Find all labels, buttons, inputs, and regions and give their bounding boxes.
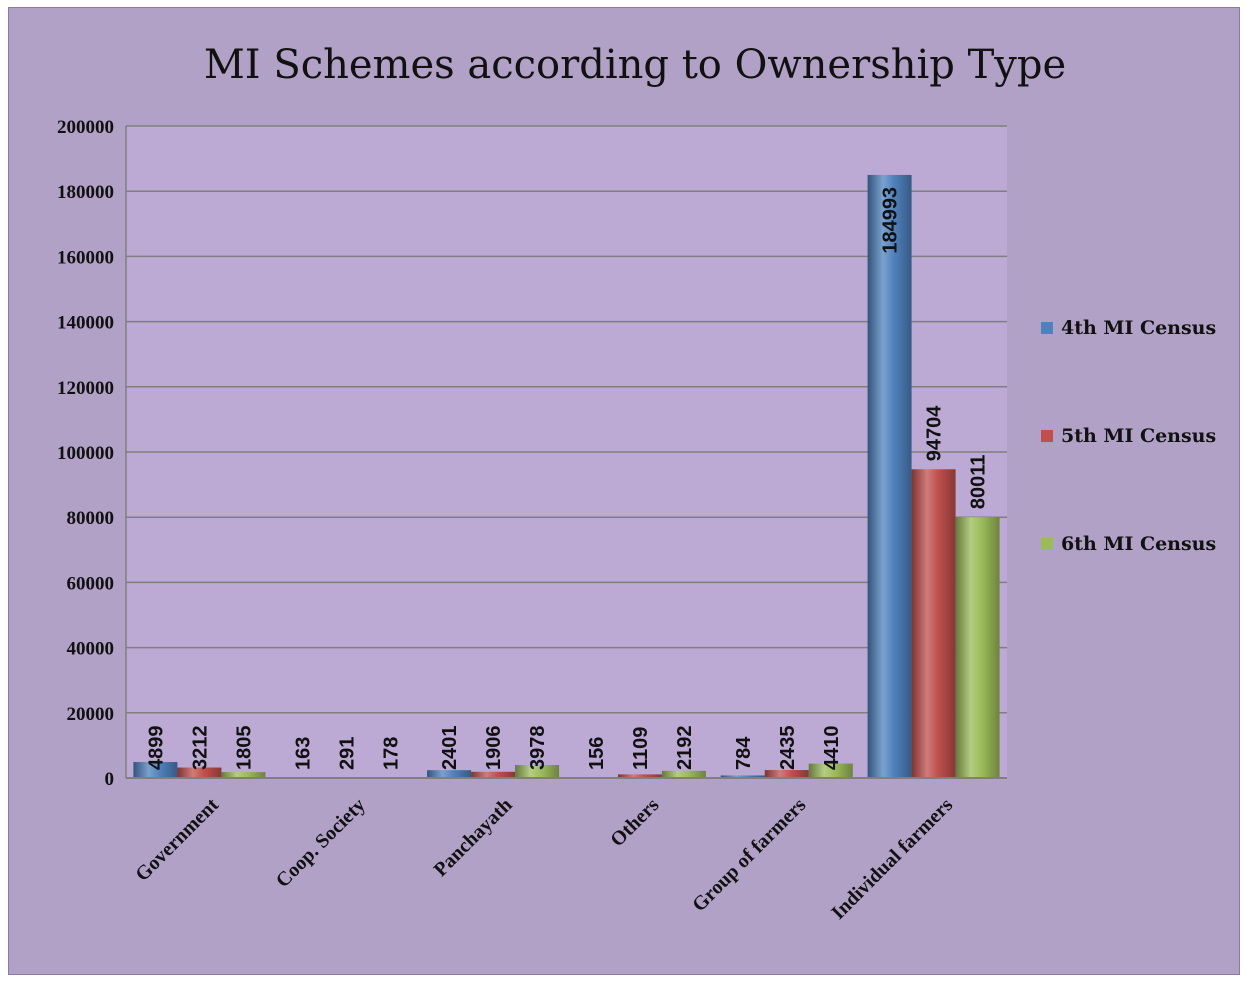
- data-label: 184993: [880, 187, 902, 254]
- y-tick-label: 180000: [57, 182, 114, 203]
- bar: [911, 469, 956, 778]
- bar: [867, 174, 912, 778]
- y-tick-label: 80000: [67, 508, 115, 529]
- data-label: 2435: [777, 726, 799, 771]
- legend: 4th MI Census 5th MI Census 6th MI Census: [1041, 317, 1216, 555]
- x-tick-label: Individual farmers: [827, 794, 957, 924]
- x-tick-label: Government: [131, 794, 223, 886]
- data-label: 80011: [968, 455, 990, 510]
- y-tick-label: 160000: [57, 247, 114, 268]
- y-tick-label: 60000: [67, 573, 115, 594]
- data-label: 178: [380, 737, 402, 770]
- y-tick-label: 20000: [67, 704, 115, 725]
- bar: [471, 771, 516, 778]
- legend-label: 6th MI Census: [1061, 533, 1216, 555]
- bar: [515, 765, 560, 778]
- y-tick-label: 200000: [57, 117, 114, 138]
- data-label: 1805: [233, 726, 255, 771]
- x-tick-label: Group of farmers: [688, 794, 810, 916]
- x-tick-label: Others: [606, 794, 663, 851]
- chart-title: MI Schemes according to Ownership Type: [204, 42, 1066, 88]
- legend-label: 4th MI Census: [1061, 317, 1216, 339]
- legend-label: 5th MI Census: [1061, 425, 1216, 447]
- data-labels: 4899 3212 1805 163 291 178 2401 1906 3978 156 1109…: [145, 187, 989, 770]
- legend-swatch: [1041, 538, 1053, 550]
- gridlines: [126, 125, 1007, 779]
- bar: [955, 517, 1000, 778]
- y-tick-label: 140000: [57, 313, 114, 334]
- data-label: 3212: [189, 726, 211, 771]
- data-label: 94704: [924, 405, 946, 461]
- bar: [764, 770, 809, 778]
- bar-chart: MI Schemes according to Ownership Type 0…: [57, 42, 1216, 924]
- data-label: 4899: [145, 726, 167, 771]
- bar: [427, 770, 472, 778]
- y-tick-label: 40000: [67, 639, 115, 660]
- bar: [133, 762, 178, 778]
- data-label: 4410: [821, 726, 843, 771]
- data-label: 784: [733, 736, 755, 770]
- x-tick-label: Panchayath: [430, 794, 517, 881]
- data-label: 156: [586, 737, 608, 770]
- legend-swatch: [1041, 322, 1053, 334]
- bar: [177, 767, 222, 778]
- y-tick-label: 120000: [57, 378, 114, 399]
- bar: [221, 772, 266, 778]
- data-label: 1109: [630, 727, 652, 770]
- bar: [661, 770, 706, 778]
- data-label: 163: [292, 737, 314, 770]
- y-axis: 0 20000 40000 60000 80000 100000 120000 140000 1…: [57, 117, 127, 790]
- bar: [617, 774, 662, 778]
- x-tick-label: Coop. Society: [272, 794, 370, 892]
- data-label: 2192: [674, 726, 696, 771]
- bar: [808, 763, 853, 778]
- data-label: 3978: [527, 726, 549, 771]
- chart-area: MI Schemes according to Ownership Type 0…: [8, 7, 1240, 975]
- data-label: 291: [336, 737, 358, 770]
- x-axis: Government Coop. Society Panchayath Others G…: [126, 777, 1007, 924]
- bar: [720, 775, 765, 778]
- y-tick-label: 100000: [57, 443, 114, 464]
- y-tick-label: 0: [105, 769, 115, 790]
- bars: [133, 174, 1000, 778]
- data-label: 1906: [483, 726, 505, 771]
- legend-swatch: [1041, 430, 1053, 442]
- data-label: 2401: [439, 726, 461, 771]
